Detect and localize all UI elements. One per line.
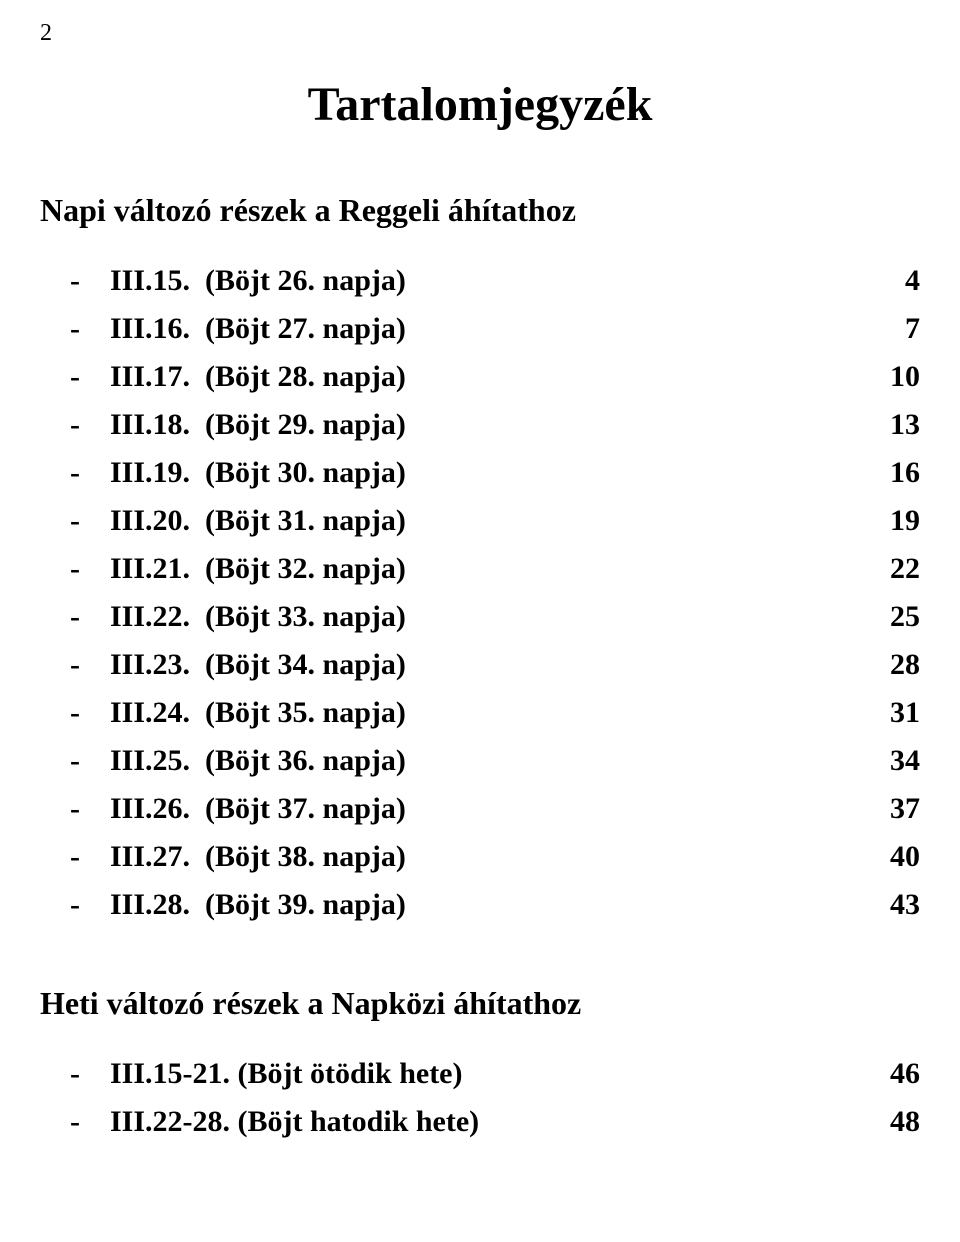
toc-dash: -	[40, 545, 110, 593]
toc-page-number: 43	[870, 881, 920, 929]
toc-page-number: 10	[870, 353, 920, 401]
toc-label: III.15. (Böjt 26. napja)	[110, 257, 406, 305]
toc-page-number: 31	[870, 689, 920, 737]
toc-dash: -	[40, 1050, 110, 1098]
page-number: 2	[40, 20, 920, 47]
toc-row: -III.28. (Böjt 39. napja) 43	[40, 881, 920, 929]
toc-page-number: 25	[870, 593, 920, 641]
toc-row: -III.17. (Böjt 28. napja) 10	[40, 353, 920, 401]
toc-label: III.22-28. (Böjt hatodik hete)	[110, 1098, 479, 1146]
toc-dash: -	[40, 689, 110, 737]
toc-row: -III.24. (Böjt 35. napja) 31	[40, 689, 920, 737]
toc-row: -III.22. (Böjt 33. napja) 25	[40, 593, 920, 641]
toc-dash: -	[40, 353, 110, 401]
toc-dash: -	[40, 497, 110, 545]
toc-label: III.28. (Böjt 39. napja)	[110, 881, 406, 929]
toc-row: -III.15. (Böjt 26. napja) 4	[40, 257, 920, 305]
section1-rows: -III.15. (Böjt 26. napja)4-III.16. (Böjt…	[40, 257, 920, 929]
toc-dash: -	[40, 641, 110, 689]
toc-row: -III.21. (Böjt 32. napja) 22	[40, 545, 920, 593]
toc-dash: -	[40, 1098, 110, 1146]
toc-label: III.19. (Böjt 30. napja)	[110, 449, 406, 497]
toc-label: III.15-21. (Böjt ötödik hete)	[110, 1050, 463, 1098]
toc-label: III.27. (Böjt 38. napja)	[110, 833, 406, 881]
toc-label: III.24. (Böjt 35. napja)	[110, 689, 406, 737]
toc-row: -III.27. (Böjt 38. napja) 40	[40, 833, 920, 881]
toc-dash: -	[40, 449, 110, 497]
toc-dash: -	[40, 785, 110, 833]
toc-dash: -	[40, 305, 110, 353]
page-title: Tartalomjegyzék	[40, 77, 920, 132]
toc-dash: -	[40, 737, 110, 785]
toc-page-number: 4	[870, 257, 920, 305]
toc-page-number: 46	[870, 1050, 920, 1098]
toc-dash: -	[40, 593, 110, 641]
toc-row: -III.16. (Böjt 27. napja) 7	[40, 305, 920, 353]
toc-label: III.25. (Böjt 36. napja)	[110, 737, 406, 785]
toc-row: -III.26. (Böjt 37. napja) 37	[40, 785, 920, 833]
section2-heading: Heti változó részek a Napközi áhítathoz	[40, 985, 920, 1022]
toc-row: -III.15-21. (Böjt ötödik hete) 46	[40, 1050, 920, 1098]
toc-row: -III.20. (Böjt 31. napja) 19	[40, 497, 920, 545]
toc-page-number: 13	[870, 401, 920, 449]
toc-page-number: 48	[870, 1098, 920, 1146]
toc-label: III.20. (Böjt 31. napja)	[110, 497, 406, 545]
toc-label: III.26. (Böjt 37. napja)	[110, 785, 406, 833]
toc-page-number: 7	[870, 305, 920, 353]
toc-label: III.22. (Böjt 33. napja)	[110, 593, 406, 641]
toc-page-number: 16	[870, 449, 920, 497]
toc-page-number: 19	[870, 497, 920, 545]
toc-dash: -	[40, 257, 110, 305]
toc-row: -III.19. (Böjt 30. napja) 16	[40, 449, 920, 497]
toc-row: -III.18. (Böjt 29. napja) 13	[40, 401, 920, 449]
toc-label: III.16. (Böjt 27. napja)	[110, 305, 406, 353]
document-page: 2 Tartalomjegyzék Napi változó részek a …	[0, 0, 960, 1242]
toc-dash: -	[40, 881, 110, 929]
section1-heading: Napi változó részek a Reggeli áhítathoz	[40, 192, 920, 229]
toc-dash: -	[40, 833, 110, 881]
toc-page-number: 37	[870, 785, 920, 833]
section2-rows: -III.15-21. (Böjt ötödik hete)46-III.22-…	[40, 1050, 920, 1146]
toc-label: III.18. (Böjt 29. napja)	[110, 401, 406, 449]
toc-page-number: 34	[870, 737, 920, 785]
toc-row: -III.25. (Böjt 36. napja) 34	[40, 737, 920, 785]
toc-row: -III.22-28. (Böjt hatodik hete) 48	[40, 1098, 920, 1146]
toc-page-number: 28	[870, 641, 920, 689]
toc-label: III.17. (Böjt 28. napja)	[110, 353, 406, 401]
toc-label: III.23. (Böjt 34. napja)	[110, 641, 406, 689]
toc-row: -III.23. (Böjt 34. napja) 28	[40, 641, 920, 689]
toc-page-number: 40	[870, 833, 920, 881]
toc-label: III.21. (Böjt 32. napja)	[110, 545, 406, 593]
toc-dash: -	[40, 401, 110, 449]
toc-page-number: 22	[870, 545, 920, 593]
